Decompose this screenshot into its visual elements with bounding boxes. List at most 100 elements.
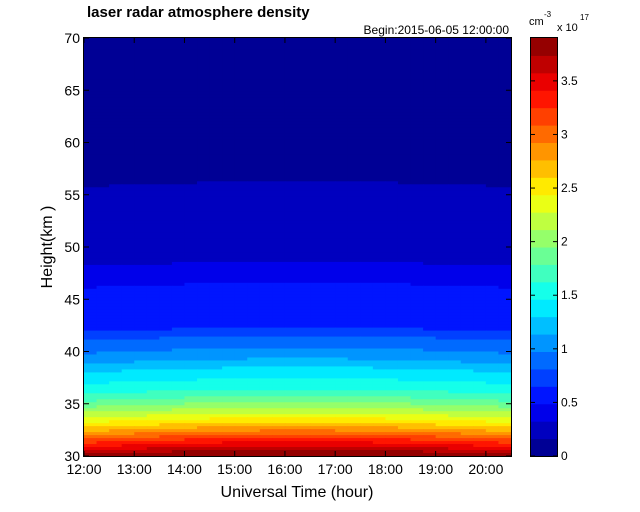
- heatmap-cell: [171, 91, 186, 96]
- heatmap-cell: [335, 127, 349, 132]
- heatmap-cell: [423, 121, 437, 126]
- heatmap-cell: [109, 411, 123, 415]
- heatmap-cell: [360, 145, 374, 150]
- heatmap-cell: [222, 363, 236, 368]
- heatmap-cell: [473, 160, 487, 164]
- heatmap-cell: [397, 94, 412, 99]
- heatmap-cell: [498, 387, 512, 391]
- heatmap-cell: [347, 199, 361, 203]
- heatmap-cell: [335, 38, 349, 42]
- heatmap-cell: [109, 247, 123, 251]
- heatmap-cell: [84, 453, 98, 457]
- heatmap-cell: [322, 205, 336, 209]
- heatmap-cell: [259, 351, 273, 356]
- heatmap-cell: [460, 76, 474, 81]
- heatmap-cell: [322, 235, 336, 239]
- heatmap-cell: [473, 226, 487, 230]
- heatmap-cell: [171, 333, 186, 338]
- heatmap-cell: [423, 232, 437, 236]
- heatmap-cell: [410, 202, 424, 206]
- heatmap-cell: [209, 85, 223, 90]
- x-axis: 12:00 13:00 14:00 15:00 16:00 17:00 18:00 19:00…: [66, 38, 504, 477]
- heatmap-cell: [84, 130, 98, 135]
- heatmap-cell: [397, 291, 412, 296]
- heatmap-cell: [222, 112, 236, 117]
- heatmap-cell: [485, 196, 500, 200]
- colorbar-tick-label: 1.5: [561, 288, 578, 302]
- heatmap-cell: [322, 157, 336, 162]
- heatmap-cell: [310, 136, 324, 141]
- heatmap-cell: [385, 306, 399, 311]
- heatmap-cell: [109, 190, 123, 194]
- heatmap-cell: [171, 303, 186, 308]
- heatmap-cell: [322, 351, 336, 356]
- heatmap-cell: [347, 354, 361, 359]
- heatmap-cell: [121, 157, 135, 162]
- heatmap-cell: [410, 58, 424, 63]
- heatmap-cell: [473, 357, 487, 362]
- heatmap-cell: [360, 366, 374, 371]
- heatmap-cell: [234, 88, 248, 93]
- heatmap-cell: [297, 333, 311, 338]
- heatmap-cell: [448, 297, 462, 302]
- heatmap-cell: [272, 208, 286, 212]
- heatmap-cell: [435, 444, 449, 448]
- heatmap-cell: [372, 423, 387, 427]
- heatmap-cell: [297, 214, 311, 218]
- heatmap-cell: [121, 232, 135, 236]
- heatmap-cell: [435, 205, 449, 209]
- heatmap-cell: [109, 360, 123, 365]
- heatmap-cell: [498, 294, 512, 299]
- heatmap-cell: [310, 318, 324, 323]
- heatmap-cell: [335, 261, 349, 266]
- heatmap-cell: [134, 264, 148, 269]
- heatmap-cell: [435, 441, 449, 445]
- heatmap-cell: [84, 255, 98, 260]
- heatmap-cell: [448, 91, 462, 96]
- heatmap-cell: [159, 303, 173, 308]
- heatmap-cell: [448, 106, 462, 111]
- heatmap-cell: [222, 229, 236, 233]
- heatmap-cell: [322, 49, 336, 54]
- heatmap-cell: [209, 264, 223, 269]
- heatmap-cell: [146, 115, 160, 120]
- heatmap-cell: [297, 300, 311, 305]
- heatmap-cell: [272, 438, 286, 442]
- heatmap-cell: [184, 306, 198, 311]
- heatmap-cell: [485, 139, 500, 144]
- heatmap-cell: [460, 300, 474, 305]
- heatmap-cell: [109, 133, 123, 138]
- heatmap-cell: [347, 453, 361, 457]
- heatmap-cell: [385, 339, 399, 344]
- heatmap-cell: [146, 145, 160, 150]
- heatmap-cell: [473, 184, 487, 188]
- heatmap-cell: [347, 106, 361, 111]
- heatmap-cell: [259, 217, 273, 221]
- heatmap-cell: [498, 336, 512, 341]
- heatmap-cell: [347, 121, 361, 126]
- heatmap-cell: [397, 453, 412, 457]
- heatmap-cell: [448, 252, 462, 257]
- heatmap-cell: [222, 360, 236, 365]
- heatmap-cell: [159, 309, 173, 314]
- heatmap-cell: [372, 339, 387, 344]
- heatmap-cell: [121, 414, 135, 418]
- heatmap-cell: [310, 453, 324, 457]
- heatmap-cell: [159, 384, 173, 388]
- heatmap-cell: [234, 181, 248, 185]
- heatmap-cell: [335, 109, 349, 114]
- heatmap-cell: [360, 91, 374, 96]
- heatmap-cell: [460, 49, 474, 54]
- heatmap-cell: [134, 55, 148, 60]
- heatmap-cell: [473, 58, 487, 63]
- heatmap-cell: [121, 148, 135, 153]
- heatmap-cell: [435, 232, 449, 236]
- heatmap-cell: [397, 375, 412, 379]
- heatmap-cell: [498, 441, 512, 445]
- heatmap-cell: [159, 435, 173, 439]
- heatmap-cell: [310, 354, 324, 359]
- heatmap-cell: [360, 181, 374, 185]
- heatmap-cell: [347, 148, 361, 153]
- heatmap-cell: [310, 196, 324, 200]
- heatmap-cell: [171, 178, 186, 182]
